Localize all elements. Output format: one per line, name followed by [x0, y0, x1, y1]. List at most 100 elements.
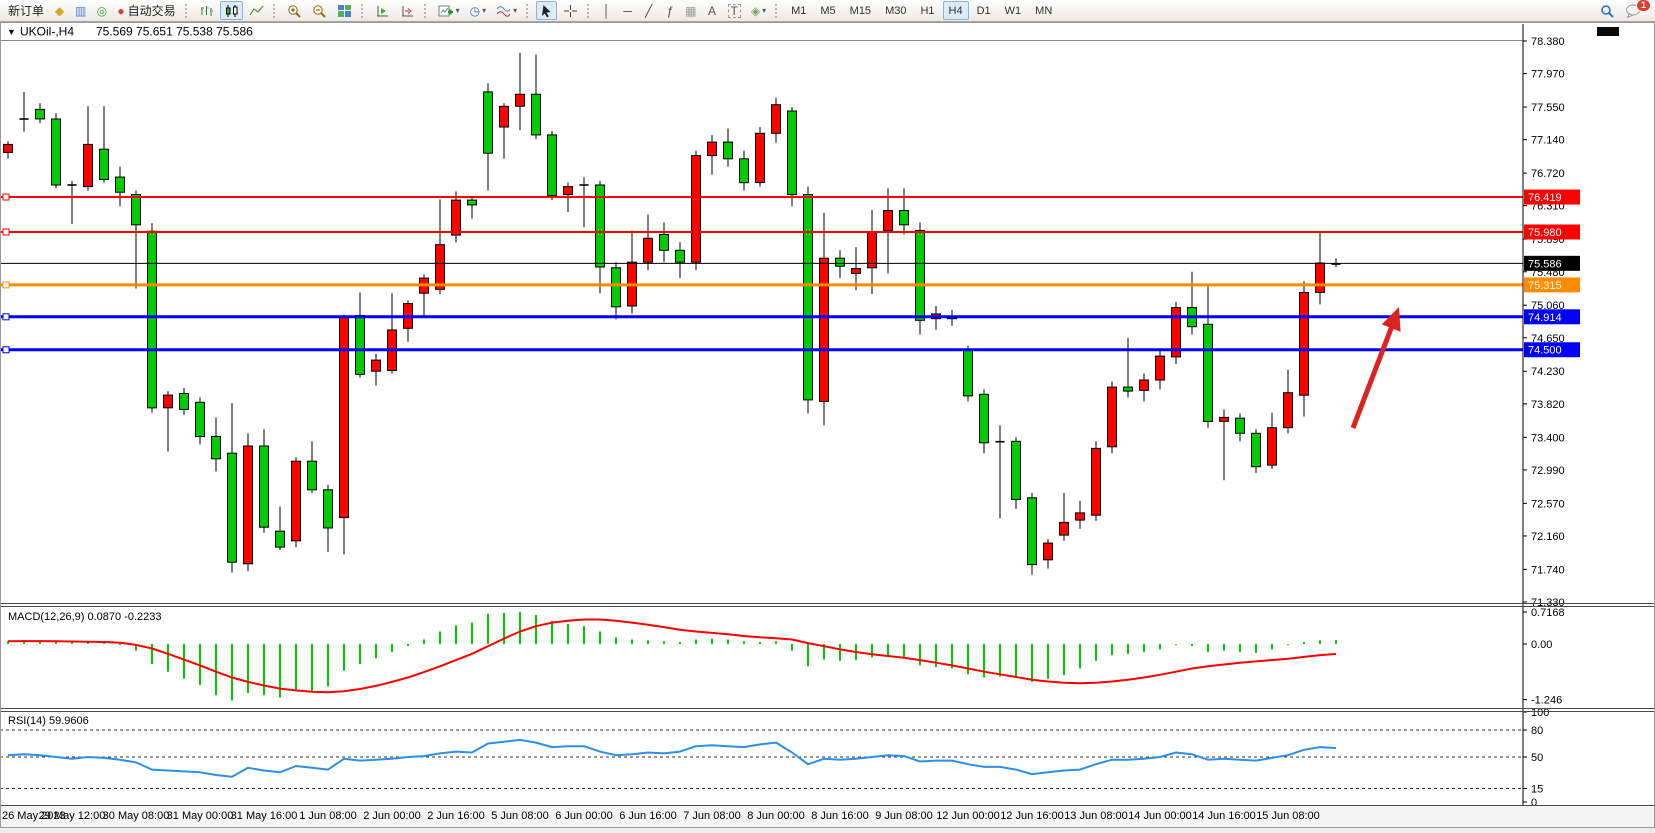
- candle[interactable]: [35, 103, 45, 123]
- candle[interactable]: [595, 181, 605, 294]
- candle[interactable]: [275, 506, 285, 551]
- candle[interactable]: [1283, 369, 1293, 434]
- autotrading-button[interactable]: ● 自动交易: [113, 1, 179, 20]
- candle[interactable]: [835, 250, 845, 279]
- candle[interactable]: [1091, 441, 1101, 521]
- candle[interactable]: [179, 387, 189, 415]
- candle[interactable]: [259, 429, 269, 533]
- market-watch-icon[interactable]: ▥: [75, 3, 87, 18]
- equidistant-channel-button[interactable]: ▦: [685, 3, 697, 18]
- arrows-objects-button[interactable]: ◈ ▾: [750, 3, 767, 18]
- candle[interactable]: [963, 345, 973, 402]
- candle[interactable]: [771, 97, 781, 143]
- candle[interactable]: [547, 130, 557, 201]
- candle[interactable]: [515, 52, 525, 131]
- period-button[interactable]: ◷ ▾: [469, 3, 487, 18]
- horizontal-level-line[interactable]: [0, 313, 1523, 321]
- timeframe-h1[interactable]: H1: [920, 4, 935, 17]
- candle[interactable]: [1155, 349, 1165, 390]
- text-tool-button[interactable]: A: [707, 3, 716, 18]
- timeframe-m1[interactable]: M1: [791, 4, 807, 17]
- candle[interactable]: [659, 222, 669, 263]
- candle[interactable]: [371, 353, 381, 386]
- candle[interactable]: [131, 190, 141, 289]
- candle[interactable]: [723, 128, 733, 167]
- candle[interactable]: [803, 186, 813, 414]
- candle[interactable]: [1011, 437, 1021, 509]
- candle[interactable]: [19, 91, 29, 132]
- quotes-icon[interactable]: ◆: [54, 3, 65, 18]
- candle[interactable]: [739, 150, 749, 191]
- zoom-out-button[interactable]: [308, 1, 331, 20]
- candle[interactable]: [163, 391, 173, 452]
- candle[interactable]: [1043, 539, 1053, 569]
- horizontal-level-line[interactable]: [0, 228, 1523, 236]
- candle[interactable]: [1171, 302, 1181, 365]
- candle[interactable]: [291, 457, 301, 548]
- candle[interactable]: [99, 106, 109, 183]
- horizontal-line-button[interactable]: ─: [623, 3, 632, 18]
- chart-shift-button[interactable]: [371, 1, 394, 20]
- auto-scroll-button[interactable]: [396, 1, 419, 20]
- timeframe-m15[interactable]: M15: [849, 4, 872, 17]
- timeframe-h4[interactable]: H4: [942, 1, 969, 20]
- horizontal-level-line[interactable]: [0, 346, 1523, 354]
- candle[interactable]: [707, 134, 717, 175]
- candle[interactable]: [851, 247, 861, 291]
- search-button[interactable]: [1596, 1, 1619, 20]
- candle[interactable]: [243, 433, 253, 571]
- candle[interactable]: [51, 113, 61, 189]
- candle[interactable]: [1027, 493, 1037, 575]
- template-button[interactable]: ▾: [492, 1, 521, 20]
- tile-windows-button[interactable]: [333, 1, 356, 20]
- bar-chart-button[interactable]: [195, 1, 218, 20]
- candle[interactable]: [451, 191, 461, 243]
- candle[interactable]: [883, 188, 893, 274]
- timeframe-d1[interactable]: D1: [976, 4, 991, 17]
- candle[interactable]: [643, 214, 653, 271]
- price-axis[interactable]: 78.38077.97077.55077.14076.72076.31075.8…: [1522, 24, 1580, 806]
- candle[interactable]: [211, 417, 221, 472]
- chart-menu-icon[interactable]: ▼: [7, 27, 16, 37]
- candle[interactable]: [1219, 409, 1229, 481]
- candle[interactable]: [1059, 493, 1069, 541]
- candle[interactable]: [675, 242, 685, 279]
- macd-panel[interactable]: 0.7168 0.00 -1.246: [7, 607, 1565, 707]
- fibonacci-button[interactable]: ƒ: [666, 3, 673, 18]
- candle[interactable]: [787, 107, 797, 207]
- line-chart-button[interactable]: [245, 1, 268, 20]
- new-chart-button[interactable]: ▾: [434, 1, 464, 20]
- candle[interactable]: [323, 485, 333, 552]
- timeframe-mn[interactable]: MN: [1035, 4, 1053, 17]
- timeframe-m5[interactable]: M5: [820, 4, 836, 17]
- candle[interactable]: [819, 212, 829, 426]
- candle[interactable]: [1267, 412, 1277, 470]
- candle[interactable]: [1075, 500, 1085, 529]
- zoom-in-button[interactable]: [283, 1, 306, 20]
- community-chat-button[interactable]: 1: [1621, 0, 1651, 20]
- candle[interactable]: [3, 141, 13, 159]
- candle[interactable]: [67, 181, 77, 224]
- navigator-icon[interactable]: ◎: [96, 3, 108, 18]
- new-order-button[interactable]: 新订单: [4, 1, 48, 20]
- candle[interactable]: [499, 103, 509, 159]
- candle[interactable]: [1251, 429, 1261, 474]
- candle[interactable]: [1123, 337, 1133, 398]
- candle[interactable]: [83, 106, 93, 191]
- candle[interactable]: [115, 166, 125, 207]
- candle[interactable]: [579, 177, 589, 228]
- candle[interactable]: [691, 150, 701, 271]
- candle[interactable]: [1139, 373, 1149, 402]
- crosshair-button[interactable]: [559, 1, 582, 20]
- vertical-line-button[interactable]: │: [602, 3, 611, 18]
- trend-arrow-annotation[interactable]: [1350, 307, 1401, 429]
- candle[interactable]: [755, 126, 765, 187]
- candle[interactable]: [307, 441, 317, 493]
- horizontal-level-line[interactable]: [0, 281, 1523, 289]
- candle[interactable]: [1203, 285, 1213, 428]
- candle[interactable]: [1235, 413, 1245, 442]
- candle[interactable]: [467, 197, 477, 219]
- text-label-button[interactable]: T: [724, 1, 745, 20]
- candle[interactable]: [979, 389, 989, 454]
